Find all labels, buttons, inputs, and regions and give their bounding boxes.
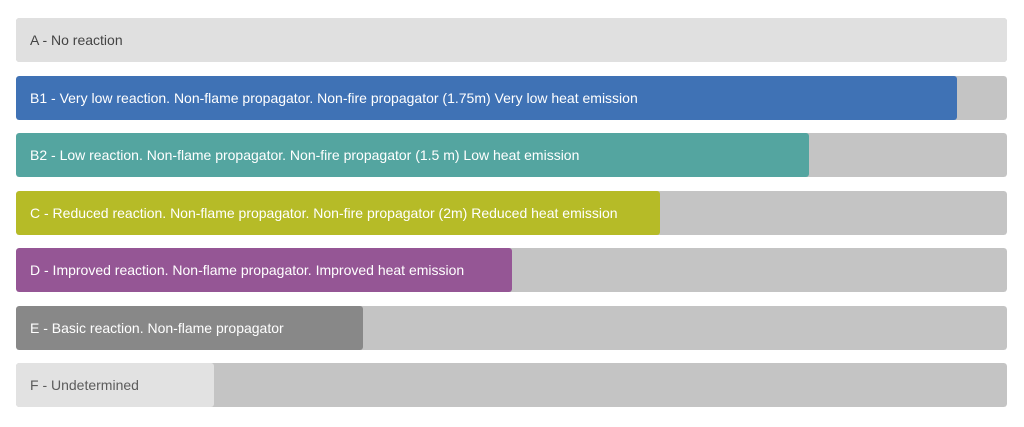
bar-label: B2 - Low reaction. Non-flame propagator.… — [30, 147, 580, 163]
bar-fill — [16, 306, 363, 350]
bar-row: F - Undetermined — [16, 363, 1007, 407]
bar-label: A - No reaction — [30, 32, 123, 48]
bar-row: A - No reaction — [16, 18, 1007, 62]
bar-label: E - Basic reaction. Non-flame propagator — [30, 320, 284, 336]
bar-fill — [16, 248, 512, 292]
bar-fill — [16, 133, 809, 177]
bar-label: C - Reduced reaction. Non-flame propagat… — [30, 205, 618, 221]
bar-row: B1 - Very low reaction. Non-flame propag… — [16, 76, 1007, 120]
bar-fill — [16, 76, 958, 120]
bar-fill — [16, 363, 215, 407]
bar-row: E - Basic reaction. Non-flame propagator — [16, 306, 1007, 350]
bar-label: D - Improved reaction. Non-flame propaga… — [30, 262, 465, 278]
bar-label: B1 - Very low reaction. Non-flame propag… — [30, 90, 638, 106]
bar-fill — [16, 18, 1007, 62]
bar-row: C - Reduced reaction. Non-flame propagat… — [16, 191, 1007, 235]
bar-fill — [16, 191, 661, 235]
bar-row: B2 - Low reaction. Non-flame propagator.… — [16, 133, 1007, 177]
bar-row: D - Improved reaction. Non-flame propaga… — [16, 248, 1007, 292]
bar-label: F - Undetermined — [30, 377, 139, 393]
